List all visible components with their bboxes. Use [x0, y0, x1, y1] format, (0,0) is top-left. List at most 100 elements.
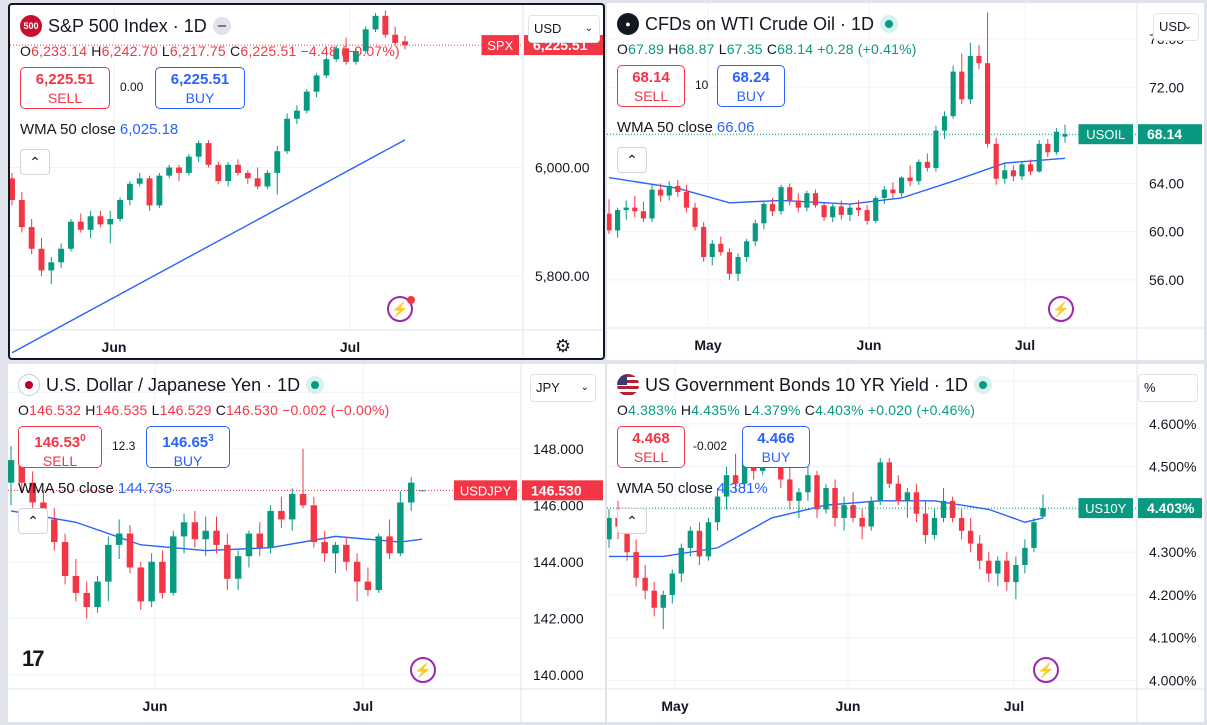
candle-body [115, 533, 123, 545]
usdjpy-buy-button[interactable]: 146.653 BUY [146, 426, 230, 469]
market-open-icon[interactable] [973, 376, 992, 394]
candle-body [907, 177, 913, 182]
candle-body [898, 177, 905, 194]
buy-price-pip: 3 [208, 433, 214, 444]
spx-currency-select[interactable]: USD ⌄ [528, 15, 600, 43]
candle-body [375, 536, 382, 591]
y-tick-label: 5,800.00 [535, 268, 590, 284]
candle-body [1010, 170, 1016, 177]
candle-body [864, 210, 870, 221]
wma-value: 6,025.18 [119, 121, 179, 138]
change-value: +0.28 (+0.41%) [817, 41, 917, 57]
collapse-legend-button[interactable]: ⌃ [18, 508, 48, 534]
candle-body [1040, 508, 1046, 517]
candle-body [235, 164, 241, 173]
oil-currency-select[interactable]: USD ⌄ [1153, 13, 1199, 41]
collapse-legend-button[interactable]: ⌃ [617, 508, 647, 534]
oil-sell-button[interactable]: 68.14 SELL [617, 65, 685, 107]
candle-body [651, 590, 657, 608]
candle-body [838, 206, 844, 215]
candle-body [284, 118, 291, 152]
usdjpy-currency-select[interactable]: JPY ⌄ [530, 374, 596, 402]
market-open-icon[interactable] [880, 15, 899, 33]
candle-body [126, 183, 133, 200]
candle-body [778, 187, 784, 212]
wma-value: 144.735 [117, 480, 173, 497]
close-value: 146.530 [226, 402, 279, 418]
lightning-icon[interactable]: ⚡ [387, 296, 413, 322]
chart-panel-us10y[interactable]: 4.700%4.600%4.500%4.400%4.300%4.200%4.10… [607, 364, 1204, 722]
candle-body [823, 488, 829, 510]
candle-body [397, 502, 404, 554]
buy-price: 4.466 [757, 430, 795, 447]
candle-body [1031, 522, 1037, 548]
price-label: USOIL 68.14 [1078, 124, 1202, 145]
candle-body [254, 178, 261, 187]
tradingview-logo[interactable]: 17 [22, 646, 45, 671]
candle-body [986, 560, 992, 574]
usdjpy-title[interactable]: U.S. Dollar / Japanese Yen · 1D [46, 374, 301, 395]
close-value: 4.403% [815, 402, 864, 418]
lightning-icon[interactable]: ⚡ [1048, 296, 1074, 322]
oil-spread: 10 [695, 78, 709, 92]
candle-body [274, 151, 281, 173]
usdjpy-sell-button[interactable]: 146.530 SELL [18, 426, 102, 469]
candle-body [632, 207, 638, 212]
candle-body [658, 189, 664, 196]
candle-body [623, 207, 629, 211]
x-tick-label: Jun [857, 337, 882, 353]
chevron-down-icon: ⌄ [580, 382, 589, 393]
us10y-sell-button[interactable]: 4.468 SELL [617, 426, 685, 468]
wma-line [11, 139, 406, 354]
candle-body [195, 143, 202, 157]
candle-body [1013, 564, 1019, 583]
spx-sell-button[interactable]: 6,225.51 SELL [20, 67, 110, 109]
wma-label: WMA 50 close [20, 121, 116, 138]
chart-panel-spx[interactable]: 6,000.00 5,800.00 Jun Jul SPX 6,225.51 500 S&… [8, 3, 605, 360]
collapse-legend-button[interactable]: ⌃ [20, 149, 50, 175]
market-open-icon[interactable] [306, 376, 325, 394]
usdjpy-header: U.S. Dollar / Japanese Yen · 1D [18, 374, 325, 396]
x-tick-label: Jul [1004, 698, 1024, 714]
candle-body [29, 482, 36, 503]
candle-body [913, 492, 920, 514]
candle-body [205, 143, 212, 165]
chart-panel-oil[interactable]: 76.0072.0068.0064.0060.0056.00MayJunJulU… [607, 3, 1204, 360]
low-value: 4.379% [751, 402, 801, 418]
us10y-chart-canvas[interactable]: 4.700%4.600%4.500%4.400%4.300%4.200%4.10… [607, 364, 1204, 722]
oil-chart-canvas[interactable]: 76.0072.0068.0064.0060.0056.00MayJunJulU… [607, 3, 1204, 360]
y-tick-label: 140.000 [533, 667, 584, 683]
settings-icon[interactable]: ⚙ [554, 336, 572, 356]
lightning-icon[interactable]: ⚡ [410, 657, 436, 683]
oil-wma-legend[interactable]: WMA 50 close 66.06 [617, 119, 754, 136]
spx-buy-button[interactable]: 6,225.51 BUY [155, 67, 245, 109]
candle-body [744, 241, 750, 257]
collapse-legend-button[interactable]: ⌃ [617, 147, 647, 173]
oil-title[interactable]: CFDs on WTI Crude Oil · 1D [645, 13, 875, 34]
candle-body [886, 462, 893, 484]
candle-body [72, 575, 80, 593]
price-tag [522, 480, 603, 501]
us10y-title[interactable]: US Government Bonds 10 YR Yield · 1D [645, 374, 968, 395]
price-tag [1138, 498, 1202, 519]
spx-wma-legend[interactable]: WMA 50 close 6,025.18 [20, 121, 178, 138]
x-tick-label: May [694, 337, 721, 353]
change-value: −0.002 (−0.00%) [282, 402, 390, 418]
candle-body [156, 175, 163, 206]
oil-buy-button[interactable]: 68.24 BUY [717, 65, 785, 107]
market-closed-icon[interactable] [212, 17, 231, 35]
price-tag [1138, 124, 1202, 145]
drop-icon: ● [617, 13, 639, 35]
chart-panel-usdjpy[interactable]: 150.000148.000146.000144.000142.000140.0… [8, 364, 605, 722]
us10y-wma-legend[interactable]: WMA 50 close 4.381% [617, 480, 768, 497]
spx-title[interactable]: S&P 500 Index · 1D [48, 15, 207, 36]
us10y-unit-select[interactable]: % [1138, 374, 1198, 402]
candle-body [213, 530, 220, 545]
usdjpy-wma-legend[interactable]: WMA 50 close 144.735 [18, 480, 172, 497]
lightning-icon[interactable]: ⚡ [1033, 657, 1059, 683]
y-tick-label: 148.000 [533, 441, 584, 457]
wma-value: 66.06 [716, 119, 755, 136]
candle-body [683, 191, 690, 208]
chevron-down-icon: ⌄ [584, 23, 593, 34]
us10y-buy-button[interactable]: 4.466 BUY [742, 426, 810, 468]
